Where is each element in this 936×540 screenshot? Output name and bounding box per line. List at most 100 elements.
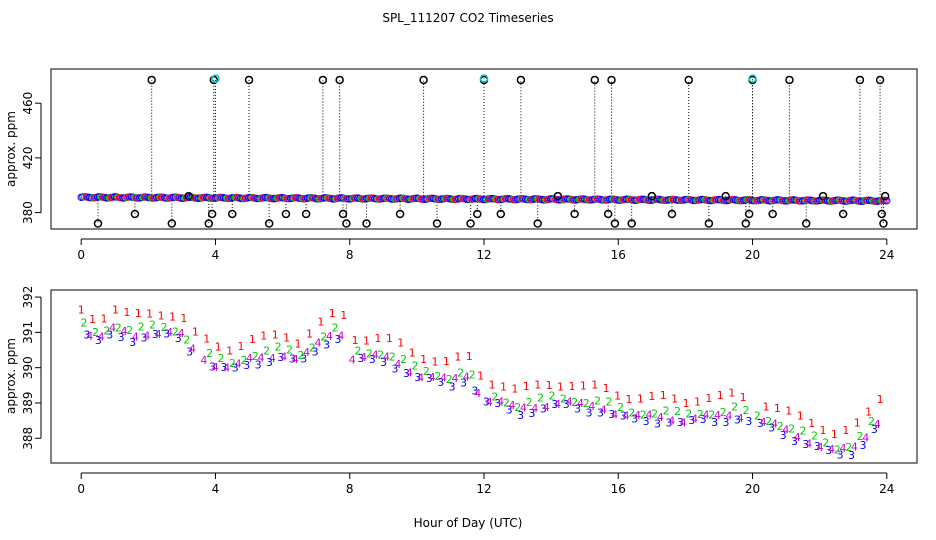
series-1-marker: 1 [557, 380, 564, 393]
outlier-point [362, 219, 371, 228]
series-3-marker: 3 [757, 417, 764, 430]
series-4-marker: 4 [782, 423, 789, 436]
series-2-marker: 2 [560, 392, 567, 405]
outlier-point [93, 219, 103, 228]
series-1-marker: 1 [101, 313, 108, 326]
series-4-marker: 4 [600, 403, 607, 416]
series-4-marker: 4 [132, 330, 139, 343]
series-3-marker: 3 [825, 444, 832, 457]
series-1-marker: 1 [374, 332, 381, 345]
series-2-marker: 2 [377, 349, 384, 362]
series-4-marker: 4 [725, 410, 732, 423]
series-2-marker: 2 [263, 345, 270, 358]
flagged-point [748, 74, 757, 83]
series-2-marker: 2 [788, 423, 795, 436]
outlier-point [768, 209, 777, 219]
series-2-marker: 2 [663, 404, 670, 417]
outlier-point [318, 75, 328, 85]
series-4-marker: 4 [86, 330, 93, 343]
outlier-point [553, 191, 563, 201]
series-4-marker: 4 [623, 410, 630, 423]
outlier-point [419, 75, 428, 85]
series-2-marker: 2 [857, 430, 864, 443]
series-4-marker: 4 [554, 398, 561, 411]
series-1-marker: 1 [842, 424, 849, 437]
series-4-marker: 4 [714, 409, 721, 422]
series-2-marker: 2 [526, 396, 533, 409]
series-2-marker: 2 [514, 401, 521, 414]
series-4-marker: 4 [817, 441, 824, 454]
series-2-marker: 2 [320, 331, 327, 344]
series-4-marker: 4 [874, 418, 881, 431]
series-1-marker: 1 [785, 404, 792, 417]
top-x-tick-label: 4 [212, 248, 220, 262]
series-1-marker: 1 [637, 393, 644, 406]
series-3-marker: 3 [734, 413, 741, 426]
outlier-point [607, 75, 616, 85]
series-3-marker: 3 [665, 417, 672, 430]
series-3-marker: 3 [540, 402, 547, 415]
series-1-marker: 1 [831, 428, 838, 441]
series-2-marker: 2 [628, 406, 635, 419]
top-y-tick-label: 380 [21, 201, 35, 224]
outlier-point [516, 75, 526, 85]
outlier-point [228, 209, 237, 219]
series-2-marker: 2 [742, 404, 749, 417]
series-2-marker: 2 [206, 347, 213, 360]
series-3-marker: 3 [449, 380, 456, 393]
series-1-marker: 1 [511, 383, 518, 396]
series-4-marker: 4 [269, 352, 276, 365]
top-y-axis: 380 420 460 [21, 92, 42, 224]
series-1-marker: 1 [820, 424, 827, 437]
series-2-marker: 2 [434, 370, 441, 383]
series-4-marker: 4 [189, 343, 196, 356]
bottom-x-tick-label: 0 [77, 482, 85, 496]
series-1-marker: 1 [717, 389, 724, 402]
series-1-marker: 1 [317, 315, 324, 328]
series-1-marker: 1 [728, 386, 735, 399]
series-3-marker: 3 [802, 438, 809, 451]
series-2-marker: 2 [606, 396, 613, 409]
series-1-marker: 1 [78, 303, 85, 316]
top-plot-frame [50, 68, 918, 230]
outlier-point [204, 219, 214, 228]
series-2-marker: 2 [697, 408, 704, 421]
chart-title: SPL_111207 CO2 Timeseries [382, 11, 553, 25]
bottom-panel: 1234123412341234123412341234123412341234… [4, 286, 918, 496]
bottom-x-tick-label: 16 [611, 482, 626, 496]
series-2-marker: 2 [548, 390, 555, 403]
top-y-tick-label: 420 [21, 146, 35, 169]
bottom-x-tick-label: 20 [745, 482, 760, 496]
bottom-y-tick-label: 388 [21, 427, 35, 450]
series-4-marker: 4 [246, 352, 253, 365]
series-4-marker: 4 [257, 351, 264, 364]
series-1-marker: 1 [591, 378, 598, 391]
series-3-marker: 3 [266, 356, 273, 369]
outlier-point [875, 75, 885, 85]
series-4-marker: 4 [109, 321, 116, 334]
outlier-point [684, 75, 694, 85]
flagged-point [479, 74, 489, 83]
series-1-marker: 1 [249, 333, 256, 346]
series-3-marker: 3 [460, 377, 467, 390]
series-1-marker: 1 [705, 392, 712, 405]
series-2-marker: 2 [138, 320, 145, 333]
series-1-marker: 1 [546, 379, 553, 392]
top-x-tick-label: 8 [346, 248, 354, 262]
series-1-marker: 1 [169, 310, 176, 323]
series-3-marker: 3 [323, 339, 330, 352]
series-4-marker: 4 [315, 337, 322, 350]
series-1-marker: 1 [534, 379, 541, 392]
series-4-marker: 4 [440, 372, 447, 385]
series-4-marker: 4 [406, 367, 413, 380]
series-4-marker: 4 [223, 361, 230, 374]
series-2-marker: 2 [252, 350, 259, 363]
outlier-point [570, 209, 579, 219]
series-4-marker: 4 [668, 414, 675, 427]
series-2-marker: 2 [868, 415, 875, 428]
outlier-point [473, 209, 482, 219]
series-1-marker: 1 [694, 395, 701, 408]
series-4-marker: 4 [394, 358, 401, 371]
series-3-marker: 3 [745, 415, 752, 428]
